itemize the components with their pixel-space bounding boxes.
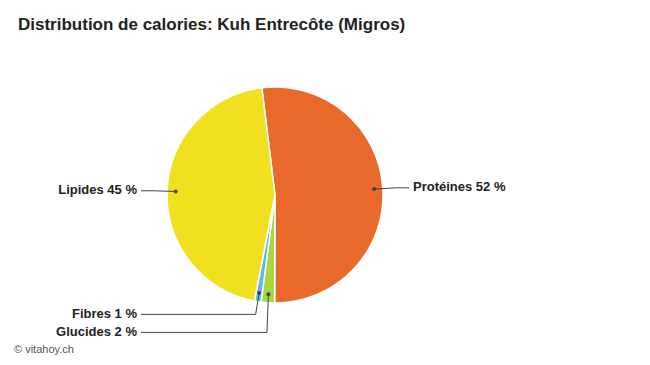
slice-label: Glucides 2 %	[56, 324, 137, 339]
slices	[167, 87, 383, 303]
labels: Protéines 52 % Glucides 2 % Fibres 1 % Lipi…	[56, 179, 506, 339]
slice-label: Protéines 52 %	[413, 179, 506, 194]
leader-line	[141, 293, 259, 314]
chart-container: Distribution de calories: Kuh Entrecôte …	[0, 0, 650, 365]
leader-line	[374, 188, 409, 189]
pie-slice	[262, 87, 383, 303]
slice-label: Lipides 45 %	[58, 182, 137, 197]
pie-slice	[167, 88, 275, 301]
leader-dot	[266, 292, 270, 296]
leader-dot	[174, 190, 178, 194]
leader-line	[141, 294, 268, 332]
watermark: © vitahoy.ch	[14, 343, 74, 355]
chart: Distribution de calories: Kuh Entrecôte …	[0, 0, 650, 365]
leader-line	[141, 190, 176, 192]
leader-dot	[372, 187, 376, 191]
title: Distribution de calories: Kuh Entrecôte …	[18, 15, 405, 34]
leader-dot	[257, 291, 261, 295]
slice-label: Fibres 1 %	[72, 306, 137, 321]
